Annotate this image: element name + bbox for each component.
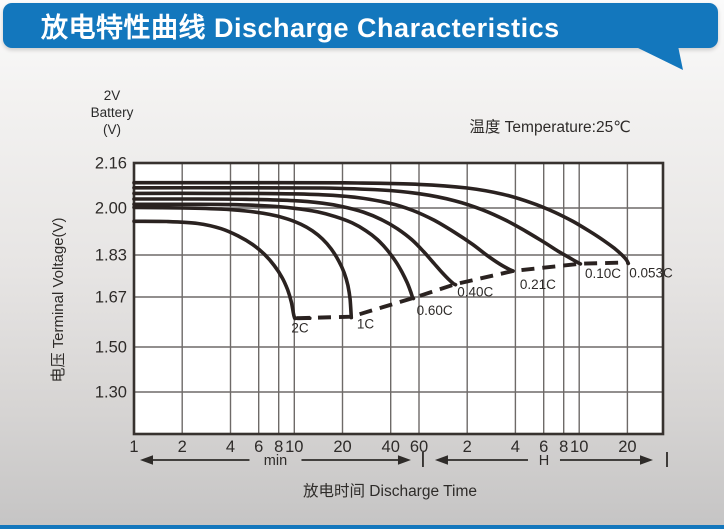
x-tick-label-4: 4 (226, 438, 235, 456)
page-title: 放电特性曲线 Discharge Characteristics (41, 13, 560, 43)
time-range-min-right-arrowhead (397, 455, 411, 465)
y-tick-label-2.00: 2.00 (95, 200, 127, 218)
y-tick-label-2.16: 2.16 (95, 155, 127, 173)
x-tick-label-60: 60 (410, 438, 428, 456)
plot-border (132, 161, 665, 436)
x-tick-label-40: 40 (382, 438, 400, 456)
temperature-label: 温度 Temperature:25℃ (469, 119, 631, 136)
x-tick-label-2: 2 (178, 438, 187, 456)
curve-label-1C: 1C (357, 317, 375, 332)
discharge-curve-0.40C (132, 197, 458, 287)
y-tick-label-1.83: 1.83 (95, 247, 127, 265)
x-tick-label-240: 4 (511, 438, 520, 456)
time-range-h-left-arrowhead (434, 455, 448, 465)
x-tick-label-480: 8 (559, 438, 568, 456)
curve-label-0.10C: 0.10C (585, 266, 621, 281)
x-tick-label-600: 10 (570, 438, 588, 456)
discharge-curve-0.60C (132, 202, 416, 301)
x-tick-label-360: 6 (539, 438, 548, 456)
x-tick-label-8: 8 (274, 438, 283, 456)
x-tick-label-1: 1 (129, 438, 138, 456)
battery-type-line1: 2V (103, 88, 121, 103)
x-axis-title: 放电时间 Discharge Time (303, 483, 477, 500)
time-range-h-unit-label: H (539, 453, 549, 469)
discharge-curve-0.053C (132, 180, 631, 266)
x-tick-label-120: 2 (463, 438, 472, 456)
discharge-curve-0.21C (132, 191, 515, 273)
curve-label-0.21C: 0.21C (520, 277, 556, 292)
x-tick-label-6: 6 (254, 438, 263, 456)
curve-label-0.60C: 0.60C (417, 303, 453, 318)
curve-label-0.40C: 0.40C (457, 285, 493, 300)
battery-type-line3: (V) (103, 122, 121, 137)
curve-label-0.053C: 0.053C (629, 266, 673, 281)
title-banner: 放电特性曲线 Discharge Characteristics (3, 3, 718, 48)
time-range-h-right-arrowhead (640, 455, 653, 465)
x-tick-label-1200: 20 (618, 438, 636, 456)
discharge-curve-0.10C (132, 185, 583, 266)
discharge-curve-2C (132, 219, 312, 321)
battery-type-line2: Battery (90, 105, 134, 120)
y-tick-label-1.50: 1.50 (95, 339, 127, 357)
y-tick-label-1.30: 1.30 (95, 384, 127, 402)
curve-label-2C: 2C (291, 321, 309, 336)
battery-type-label: 2V Battery (V) (72, 87, 152, 138)
bottom-accent-strip (0, 525, 724, 529)
x-tick-label-10: 10 (285, 438, 303, 456)
x-tick-label-20: 20 (333, 438, 351, 456)
time-range-min-unit-label: min (264, 453, 287, 469)
y-tick-label-1.67: 1.67 (95, 289, 127, 307)
discharge-curve-1C (132, 205, 354, 320)
time-range-min-left-arrowhead (140, 455, 153, 465)
